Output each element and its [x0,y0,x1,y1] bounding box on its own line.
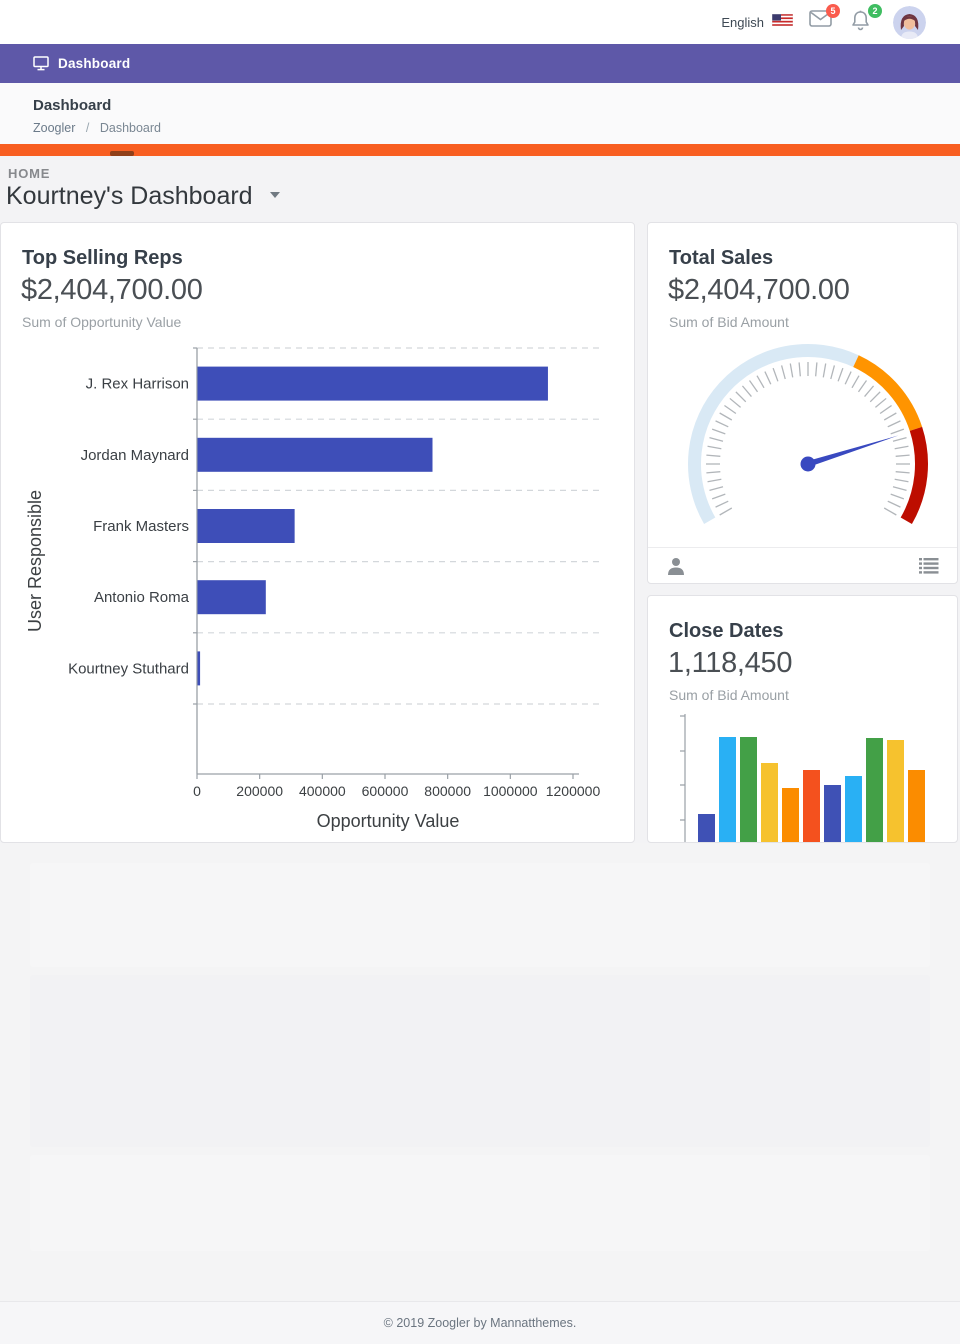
page-footer: © 2019 Zoogler by Mannatthemes. [0,1301,960,1344]
card-value: $2,404,700.00 [21,274,203,306]
nav-item-label: Dashboard [58,56,131,71]
breadcrumb-zoogler[interactable]: Zoogler [33,121,76,135]
svg-text:200000: 200000 [236,783,283,799]
page-title: Dashboard [33,97,112,114]
card-subtitle: Sum of Opportunity Value [22,314,182,330]
svg-text:Frank Masters: Frank Masters [93,518,189,535]
messages-button[interactable]: 5 [809,4,840,34]
card-total-sales: Total Sales $2,404,700.00 Sum of Bid Amo… [647,222,958,584]
svg-text:Antonio Roma: Antonio Roma [94,589,190,606]
svg-text:1000000: 1000000 [483,783,538,799]
accent-bar-artifact [110,151,134,156]
person-icon[interactable] [666,556,686,576]
card-value: $2,404,700.00 [668,274,850,306]
notifications-badge: 2 [868,4,882,18]
svg-text:600000: 600000 [362,783,409,799]
list-icon[interactable] [919,557,939,575]
skeleton-block [30,1155,930,1251]
avatar[interactable] [893,5,926,39]
card-title: Total Sales [669,247,774,269]
skeleton-block [30,975,930,1147]
card-close-dates: Close Dates 1,118,450 Sum of Bid Amount [647,595,958,843]
nav-item-dashboard[interactable]: Dashboard [33,56,130,71]
card-title: Close Dates [669,620,784,642]
dashboard-content: HOME Kourtney's Dashboard Top Selling Re… [0,156,960,843]
language-selector[interactable]: English [721,14,764,30]
us-flag-icon [771,13,794,31]
svg-text:Kourtney Stuthard: Kourtney Stuthard [68,660,189,677]
skeleton-block [30,863,930,967]
svg-text:J. Rex Harrison: J. Rex Harrison [86,376,189,393]
svg-text:0: 0 [193,783,201,799]
svg-text:Jordan Maynard: Jordan Maynard [81,447,189,464]
svg-text:1200000: 1200000 [546,783,601,799]
card-value: 1,118,450 [668,647,793,679]
bell-icon [852,10,869,31]
svg-text:400000: 400000 [299,783,346,799]
chevron-down-icon [269,192,280,198]
breadcrumb: Zoogler / Dashboard [33,121,161,135]
svg-text:Opportunity Value: Opportunity Value [317,811,460,831]
dashboard-selector-label: Kourtney's Dashboard [6,182,253,210]
notifications-button[interactable]: 2 [851,4,882,34]
top-selling-bar-chart: 0 200000 400000 600000 800000 1000000 1200000 J… [1,333,634,842]
unloaded-section [0,843,960,1301]
avatar-image [893,5,926,39]
dashboard-selector[interactable]: Kourtney's Dashboard [6,182,280,211]
desktop-icon [33,56,49,71]
mail-badge: 5 [826,4,840,18]
card-title: Top Selling Reps [22,247,183,269]
copyright-text: © 2019 Zoogler by Mannatthemes. [383,1316,577,1330]
breadcrumb-current: Dashboard [99,121,161,135]
close-dates-bar-chart [648,706,957,842]
total-sales-gauge-chart [648,331,957,554]
card-subtitle: Sum of Bid Amount [669,687,789,703]
card-subtitle: Sum of Bid Amount [669,314,789,330]
main-navbar: Dashboard [0,44,960,83]
page-header: Dashboard Zoogler / Dashboard [0,83,960,144]
card-footer [648,547,957,583]
top-header: English 5 [0,0,960,44]
svg-text:User Responsible: User Responsible [25,490,45,632]
svg-text:800000: 800000 [424,783,471,799]
breadcrumb-separator: / [85,121,90,135]
section-label: HOME [8,166,51,181]
accent-bar [0,144,960,156]
card-top-selling-reps: Top Selling Reps $2,404,700.00 Sum of Op… [0,222,635,843]
